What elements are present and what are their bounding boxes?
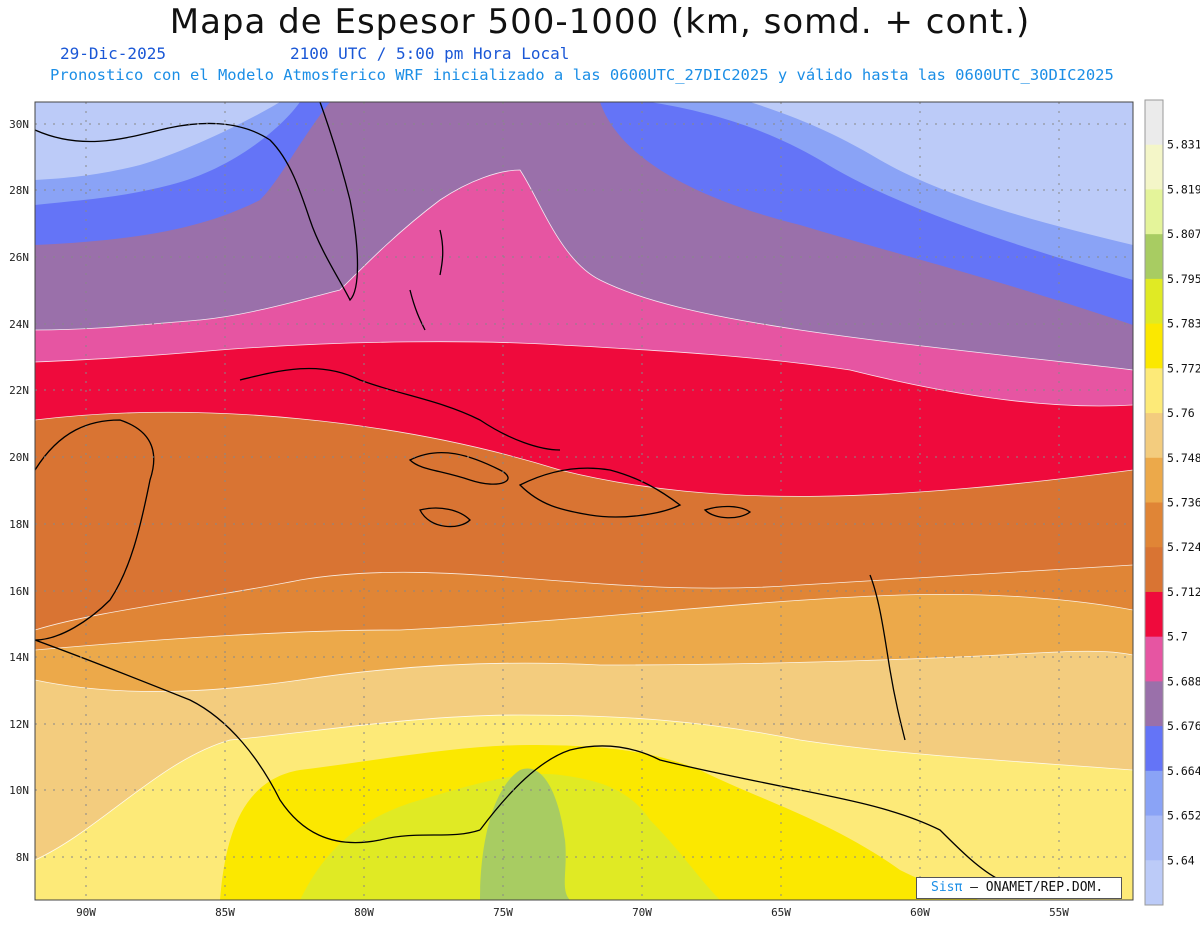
credit-text: – ONAMET/REP.DOM.	[962, 880, 1104, 895]
colorbar-swatch	[1145, 368, 1163, 414]
lat-label: 30N	[9, 118, 29, 131]
coastlines	[35, 102, 1001, 881]
colorbar-swatch	[1145, 278, 1163, 325]
colorbar-swatch	[1145, 591, 1163, 638]
lon-label: 80W	[354, 906, 374, 919]
lat-axis: 30N 28N 26N 24N 22N 20N 18N 16N 14N 12N …	[9, 118, 29, 864]
colorbar-swatch	[1145, 860, 1163, 906]
map-frame	[34, 101, 1134, 901]
colorbar-label: 5.819	[1167, 182, 1200, 196]
colorbar-swatch	[1145, 636, 1163, 682]
credit-box: Sisπ – ONAMET/REP.DOM.	[916, 877, 1122, 899]
lat-label: 28N	[9, 184, 29, 197]
band-5640-west	[35, 102, 280, 180]
colorbar-label: 5.724	[1167, 540, 1200, 554]
contour-lines	[35, 169, 1133, 861]
lat-label: 8N	[16, 851, 29, 864]
colorbar-swatch	[1145, 681, 1163, 727]
colorbar-swatch	[1145, 547, 1163, 593]
lon-label: 85W	[215, 906, 235, 919]
model-note: Pronostico con el Modelo Atmosferico WRF…	[50, 66, 1114, 84]
graticule	[35, 102, 1133, 900]
lon-label: 65W	[771, 906, 791, 919]
colorbar: 5.831 5.819 5.807 5.795 5.783 5.772 5.76 5.748 5…	[1144, 99, 1200, 906]
lon-label: 55W	[1049, 906, 1069, 919]
lon-label: 90W	[76, 906, 96, 919]
colorbar-label: 5.807	[1167, 227, 1200, 241]
credit-brand: Sisπ	[931, 880, 963, 895]
band-5640-east	[750, 102, 1133, 245]
colorbar-swatch	[1145, 144, 1163, 190]
lon-label: 75W	[493, 906, 513, 919]
lon-label: 60W	[910, 906, 930, 919]
colorbar-label: 5.748	[1167, 451, 1200, 465]
lat-label: 14N	[9, 651, 29, 664]
colorbar-swatch	[1145, 770, 1163, 817]
lat-label: 18N	[9, 518, 29, 531]
colorbar-swatch	[1145, 726, 1163, 772]
colorbar-label: 5.676	[1167, 719, 1200, 733]
lat-label: 12N	[9, 718, 29, 731]
lat-label: 16N	[9, 585, 29, 598]
lon-axis: 90W 85W 80W 75W 70W 65W 60W 55W	[76, 906, 1069, 919]
colorbar-label: 5.652	[1167, 809, 1200, 823]
colorbar-label: 5.795	[1167, 272, 1200, 286]
colorbar-swatch	[1145, 189, 1163, 235]
map-area	[35, 102, 1133, 900]
colorbar-swatch	[1145, 502, 1163, 548]
colorbar-swatch	[1145, 457, 1163, 503]
lon-label: 70W	[632, 906, 652, 919]
lat-label: 26N	[9, 251, 29, 264]
colorbar-label: 5.7	[1167, 630, 1188, 644]
colorbar-label: 5.76	[1167, 406, 1195, 420]
colorbar-label: 5.783	[1167, 317, 1200, 331]
colorbar-label: 5.831	[1167, 138, 1200, 152]
colorbar-swatch	[1145, 413, 1163, 459]
colorbar-label: 5.688	[1167, 674, 1200, 688]
colorbar-swatch	[1145, 323, 1163, 369]
colorbar-frame	[1144, 99, 1164, 906]
forecast-time: 2100 UTC / 5:00 pm Hora Local	[290, 44, 570, 63]
lat-label: 10N	[9, 784, 29, 797]
colorbar-label: 5.664	[1167, 764, 1200, 778]
map-title: Mapa de Espesor 500-1000 (km, somd. + co…	[169, 2, 1031, 42]
colorbar-label: 5.772	[1167, 361, 1200, 375]
lat-label: 24N	[9, 318, 29, 331]
colorbar-label: 5.64	[1167, 853, 1195, 867]
lat-label: 22N	[9, 384, 29, 397]
colorbar-swatch	[1145, 234, 1163, 280]
lat-label: 20N	[9, 451, 29, 464]
colorbar-swatch	[1145, 815, 1163, 861]
colorbar-swatch	[1145, 100, 1163, 146]
colorbar-label: 5.736	[1167, 496, 1200, 510]
colorbar-label: 5.712	[1167, 585, 1200, 599]
forecast-date: 29-Dic-2025	[60, 44, 166, 63]
